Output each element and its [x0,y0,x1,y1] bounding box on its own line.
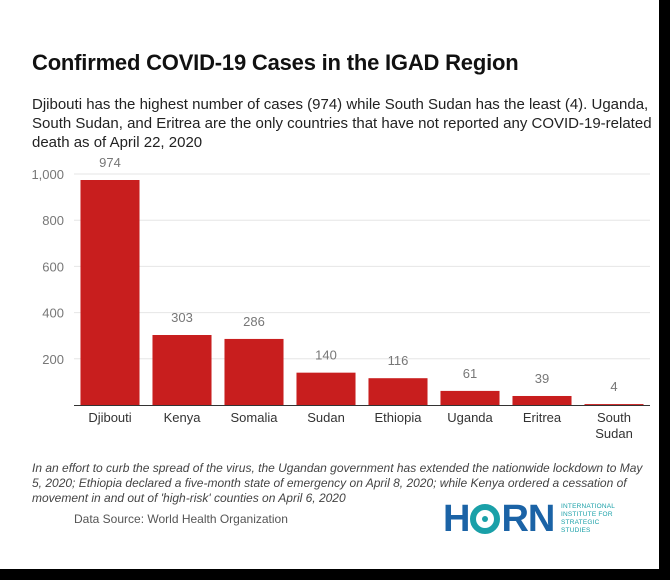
bar-chart: 200 400 600 800 1,000 974 Djibouti 303 Kenya 286 S… [31,155,650,441]
y-tick-label: 800 [42,213,64,228]
chart-subtitle: Djibouti has the highest number of cases… [32,96,652,151]
logo-line-1: INTERNATIONAL [561,503,616,510]
category-label: Ethiopia [375,410,423,425]
value-label: 39 [535,371,549,386]
category-label: South [597,410,631,425]
bar [224,338,284,405]
y-tick-label: 600 [42,259,64,274]
chart-title: Confirmed COVID-19 Cases in the IGAD Reg… [32,50,519,75]
chart-card: Confirmed COVID-19 Cases in the IGAD Reg… [0,0,659,569]
y-tick-label: 1,000 [31,167,64,182]
category-label: Sudan [307,410,345,425]
logo-word-start: H [443,498,470,540]
category-label: Kenya [164,410,202,425]
value-label: 61 [463,366,477,381]
bar [584,404,644,405]
value-label: 303 [171,310,193,325]
data-source: Data Source: World Health Organization [74,512,288,526]
logo-wordmark: H RN [443,498,555,540]
bar [368,378,428,405]
logo-word-end: RN [501,498,555,540]
logo-o-circle-icon [470,504,501,534]
chart-note: In an effort to curb the spread of the v… [32,461,643,505]
y-tick-label: 200 [42,352,64,367]
bar [440,390,500,405]
y-tick-label: 400 [42,306,64,321]
value-label: 974 [99,155,121,170]
value-label: 140 [315,348,337,363]
category-label: Djibouti [88,410,131,425]
bar [512,395,572,405]
value-label: 4 [610,379,617,394]
logo-line-4: STUDIES [561,527,591,534]
logo-line-3: STRATEGIC [561,519,600,526]
value-label: 116 [388,353,409,368]
logo-subtitle: INTERNATIONAL INSTITUTE FOR STRATEGIC ST… [561,503,615,535]
value-label: 286 [243,314,265,329]
bar [296,372,356,405]
logo-line-2: INSTITUTE FOR [561,511,613,518]
bar [80,180,140,405]
horn-logo: H RN INTERNATIONAL INSTITUTE FOR STRATEGI… [443,498,633,540]
bar [152,335,212,405]
category-label: Somalia [231,410,279,425]
category-label: Eritrea [523,410,562,425]
category-label: Sudan [595,426,633,441]
category-label: Uganda [447,410,493,425]
